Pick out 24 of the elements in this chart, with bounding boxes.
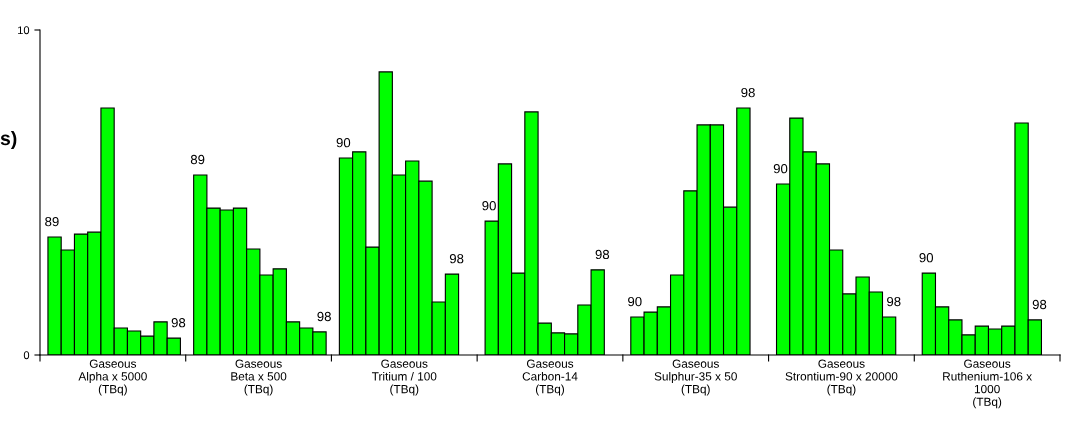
y-tick-label: 0 [23, 351, 30, 360]
text: 98 [741, 87, 755, 98]
x-tick-label: Gaseous Beta x 500 (TBq) [231, 359, 287, 396]
y-tick-label: 10 [18, 26, 30, 35]
x-tick-label: Gaseous Strontium-90 x 20000 (TBq) [785, 359, 898, 396]
x-tick-label: Gaseous Alpha x 5000 (TBq) [78, 359, 147, 396]
text: s) [0, 130, 17, 150]
text: 98 [449, 254, 464, 264]
text: 89 [45, 216, 59, 227]
series-label: 89 [190, 154, 205, 165]
x-tick-label: Gaseous Sulphur-35 x 50 (TBq) [654, 359, 737, 396]
text: 90 [336, 137, 351, 148]
x-tick-label: Gaseous Ruthenium-106 x 1000 (TBq) [943, 359, 1032, 409]
text: 90 [919, 253, 934, 263]
x-tick-label: Gaseous Tritium / 100 (TBq) [371, 359, 437, 396]
text: 90 [628, 296, 642, 307]
text: 98 [317, 311, 331, 322]
text: 90 [773, 163, 788, 174]
series-label: 90 [482, 201, 496, 211]
text: 98 [887, 296, 901, 307]
x-tick-label: Gaseous Carbon-14 (TBq) [522, 359, 578, 396]
text: 98 [171, 318, 186, 328]
series-label: 98 [1032, 299, 1047, 310]
text: 98 [595, 249, 610, 260]
